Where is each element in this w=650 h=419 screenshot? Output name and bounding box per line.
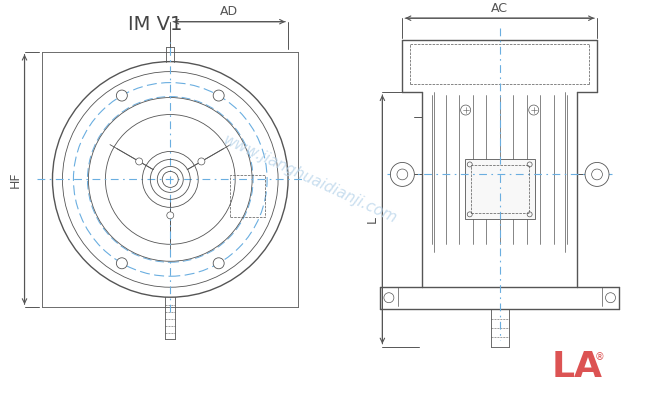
Text: HF: HF	[9, 171, 22, 188]
Circle shape	[391, 163, 414, 186]
Circle shape	[213, 90, 224, 101]
Bar	[465, 160, 535, 219]
Circle shape	[198, 158, 205, 165]
Bar	[229, 176, 265, 217]
Text: LA: LA	[552, 350, 603, 384]
Circle shape	[136, 158, 142, 165]
Circle shape	[585, 163, 609, 186]
Text: AD: AD	[220, 5, 239, 18]
Text: www.jianghuaidianji.com: www.jianghuaidianji.com	[220, 132, 399, 226]
Text: L: L	[366, 216, 379, 223]
Text: IM V1: IM V1	[128, 15, 183, 34]
Circle shape	[167, 212, 174, 219]
Text: AC: AC	[491, 2, 508, 15]
Circle shape	[116, 90, 127, 101]
Circle shape	[213, 258, 224, 269]
Text: ®: ®	[595, 352, 604, 362]
Circle shape	[116, 258, 127, 269]
Bar	[471, 166, 528, 213]
